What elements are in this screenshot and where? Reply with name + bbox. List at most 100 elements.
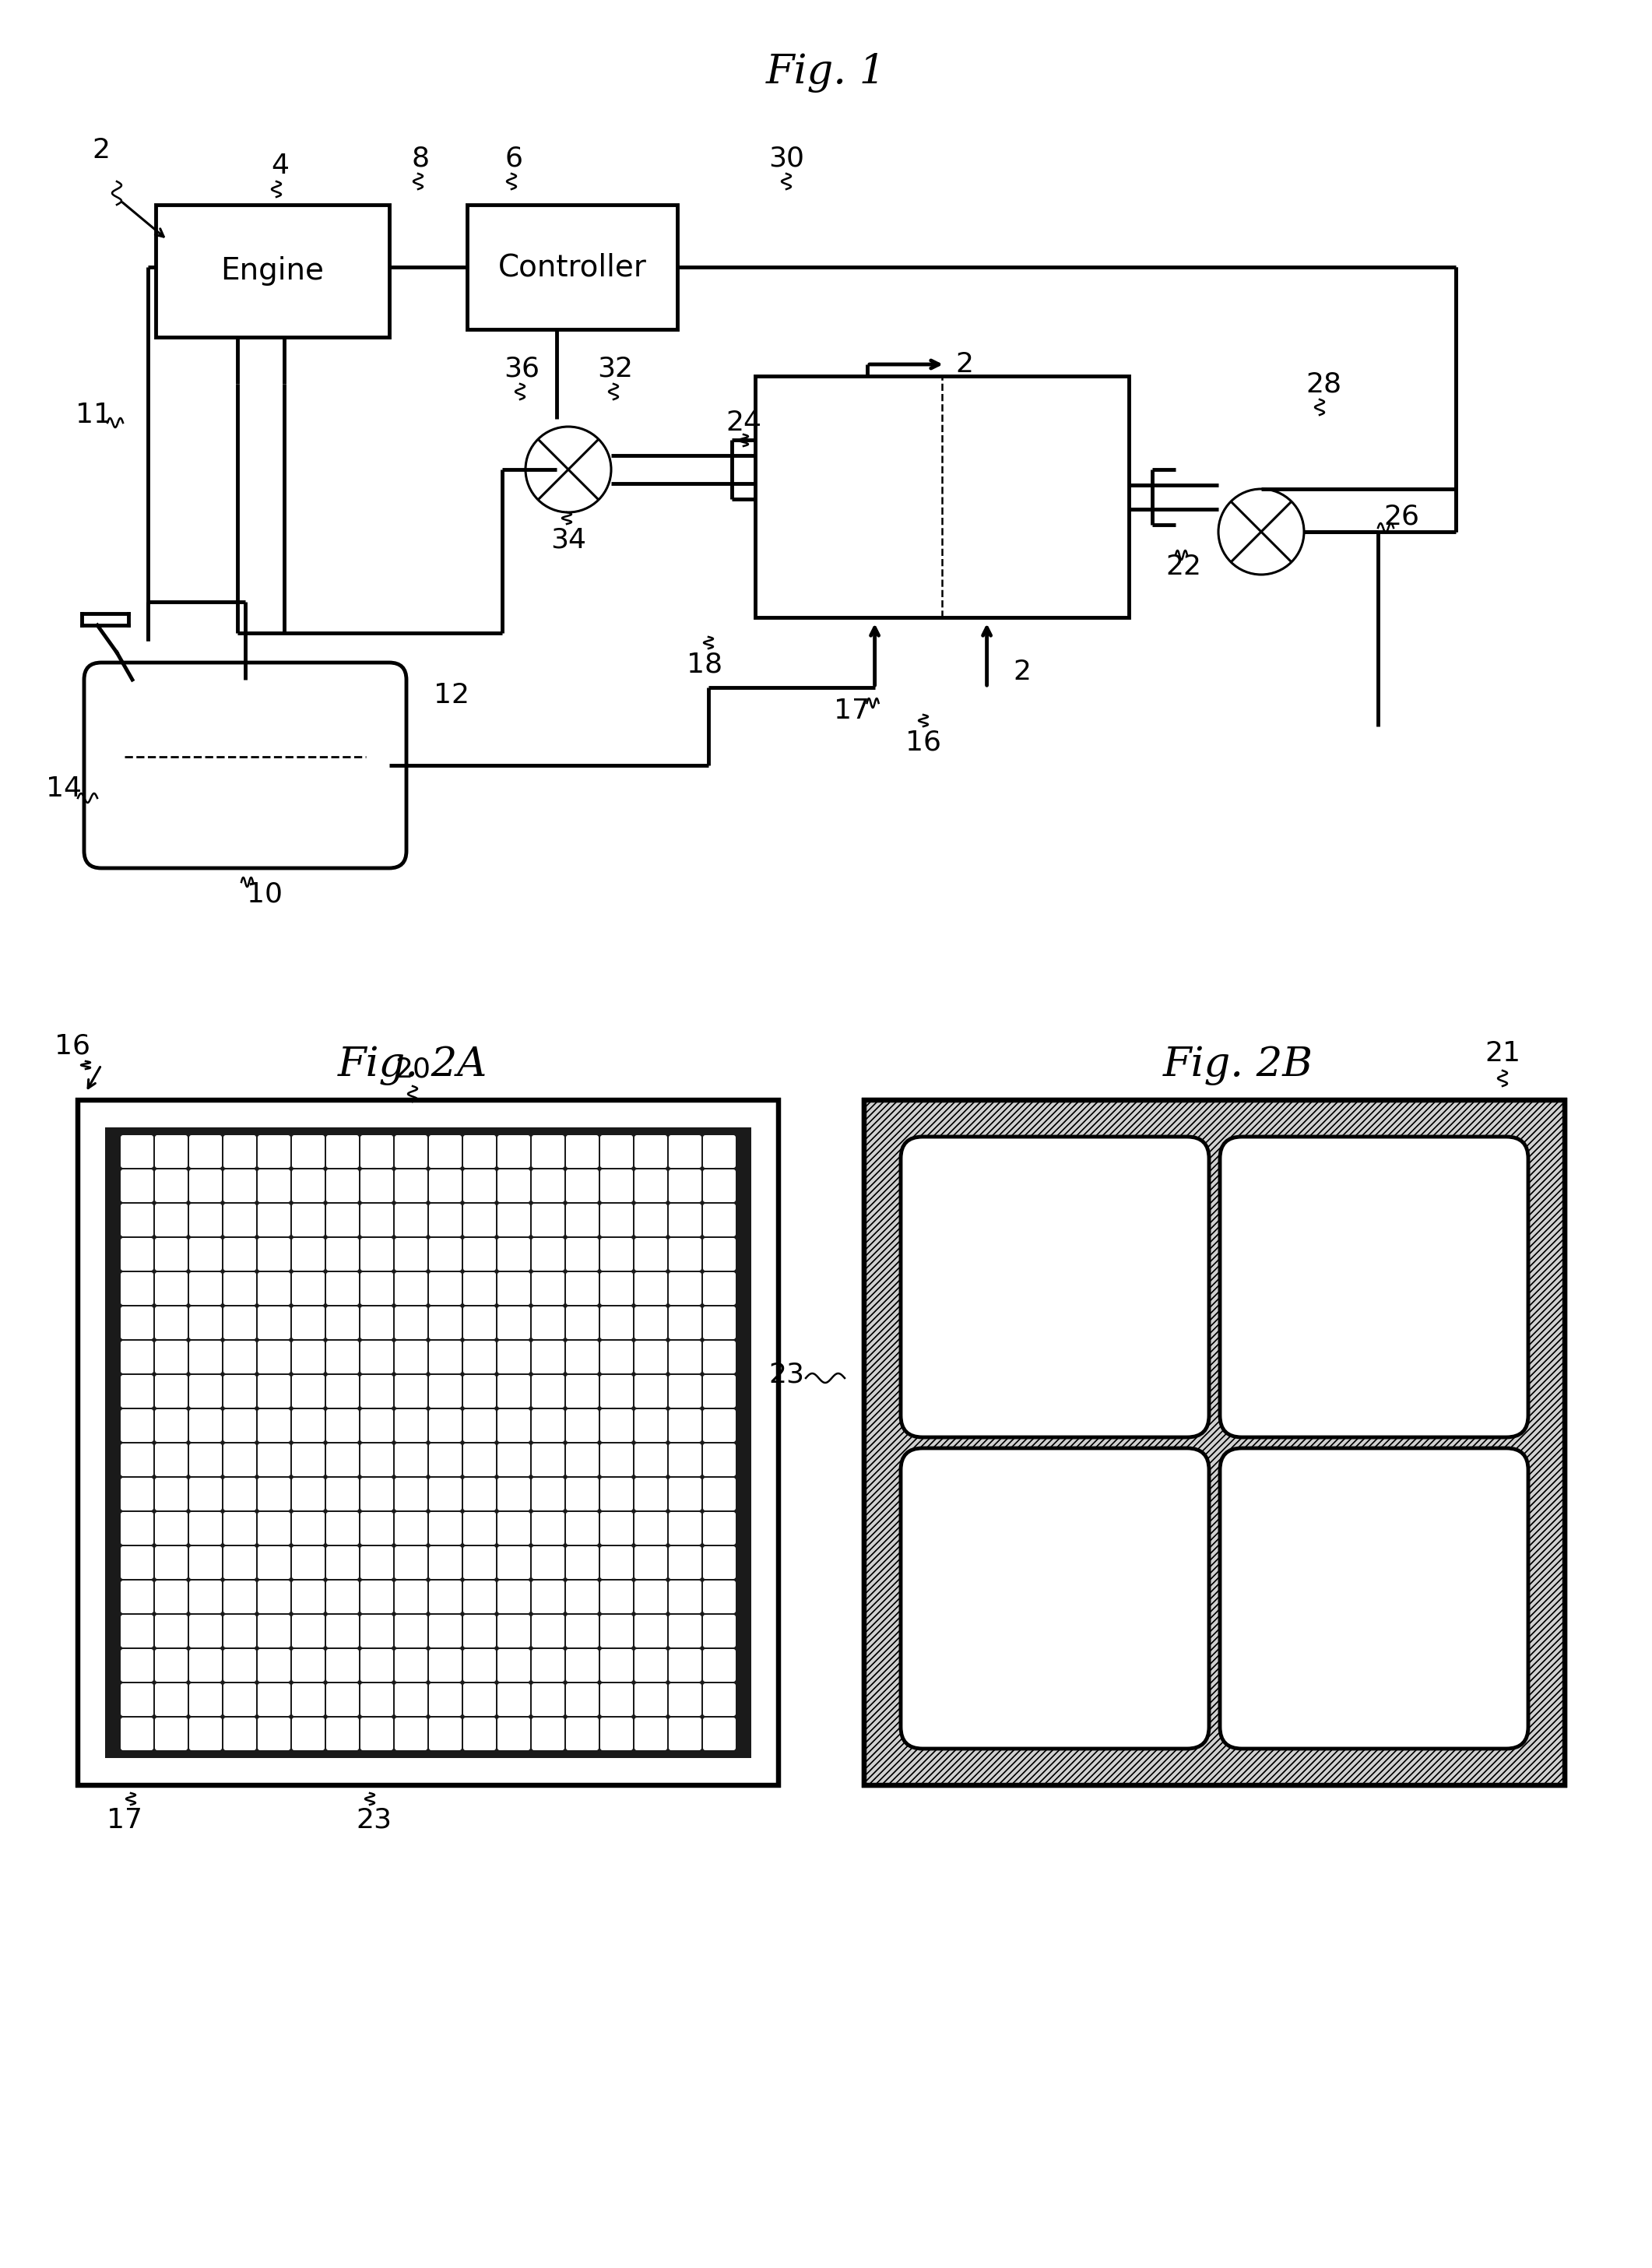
FancyBboxPatch shape bbox=[190, 1204, 221, 1236]
FancyBboxPatch shape bbox=[567, 1238, 598, 1270]
FancyBboxPatch shape bbox=[395, 1717, 428, 1751]
Text: Fig. 1: Fig. 1 bbox=[767, 52, 885, 93]
Text: 2: 2 bbox=[1013, 658, 1031, 685]
FancyBboxPatch shape bbox=[669, 1340, 702, 1374]
FancyBboxPatch shape bbox=[567, 1374, 598, 1408]
FancyBboxPatch shape bbox=[463, 1238, 496, 1270]
FancyBboxPatch shape bbox=[395, 1513, 428, 1545]
FancyBboxPatch shape bbox=[704, 1272, 735, 1304]
FancyBboxPatch shape bbox=[360, 1238, 393, 1270]
FancyBboxPatch shape bbox=[669, 1683, 702, 1717]
FancyBboxPatch shape bbox=[704, 1547, 735, 1579]
FancyBboxPatch shape bbox=[567, 1170, 598, 1202]
FancyBboxPatch shape bbox=[430, 1547, 461, 1579]
FancyBboxPatch shape bbox=[634, 1374, 667, 1408]
FancyBboxPatch shape bbox=[463, 1513, 496, 1545]
FancyBboxPatch shape bbox=[325, 1615, 358, 1647]
FancyBboxPatch shape bbox=[634, 1136, 667, 1168]
FancyBboxPatch shape bbox=[223, 1581, 256, 1613]
FancyBboxPatch shape bbox=[258, 1717, 291, 1751]
FancyBboxPatch shape bbox=[669, 1408, 702, 1442]
FancyBboxPatch shape bbox=[190, 1238, 221, 1270]
FancyBboxPatch shape bbox=[430, 1170, 461, 1202]
FancyBboxPatch shape bbox=[84, 662, 406, 869]
FancyBboxPatch shape bbox=[223, 1683, 256, 1717]
FancyBboxPatch shape bbox=[395, 1683, 428, 1717]
Text: 6: 6 bbox=[506, 145, 522, 172]
FancyBboxPatch shape bbox=[121, 1136, 154, 1168]
FancyBboxPatch shape bbox=[600, 1374, 633, 1408]
FancyBboxPatch shape bbox=[532, 1479, 565, 1510]
FancyBboxPatch shape bbox=[497, 1136, 530, 1168]
FancyBboxPatch shape bbox=[155, 1238, 188, 1270]
FancyBboxPatch shape bbox=[325, 1581, 358, 1613]
FancyBboxPatch shape bbox=[567, 1442, 598, 1476]
FancyBboxPatch shape bbox=[190, 1408, 221, 1442]
FancyBboxPatch shape bbox=[567, 1272, 598, 1304]
FancyBboxPatch shape bbox=[704, 1683, 735, 1717]
FancyBboxPatch shape bbox=[669, 1581, 702, 1613]
Text: 16: 16 bbox=[905, 728, 942, 755]
FancyBboxPatch shape bbox=[463, 1547, 496, 1579]
Text: 14: 14 bbox=[46, 776, 81, 803]
FancyBboxPatch shape bbox=[258, 1581, 291, 1613]
FancyBboxPatch shape bbox=[292, 1581, 325, 1613]
FancyBboxPatch shape bbox=[258, 1238, 291, 1270]
FancyBboxPatch shape bbox=[223, 1374, 256, 1408]
Text: Fig. 2A: Fig. 2A bbox=[337, 1046, 487, 1084]
FancyBboxPatch shape bbox=[600, 1238, 633, 1270]
FancyBboxPatch shape bbox=[600, 1340, 633, 1374]
FancyBboxPatch shape bbox=[669, 1136, 702, 1168]
FancyBboxPatch shape bbox=[190, 1442, 221, 1476]
FancyBboxPatch shape bbox=[532, 1340, 565, 1374]
FancyBboxPatch shape bbox=[292, 1408, 325, 1442]
FancyBboxPatch shape bbox=[223, 1649, 256, 1683]
FancyBboxPatch shape bbox=[155, 1374, 188, 1408]
FancyBboxPatch shape bbox=[325, 1717, 358, 1751]
FancyBboxPatch shape bbox=[258, 1479, 291, 1510]
FancyBboxPatch shape bbox=[430, 1374, 461, 1408]
FancyBboxPatch shape bbox=[497, 1238, 530, 1270]
FancyBboxPatch shape bbox=[360, 1340, 393, 1374]
FancyBboxPatch shape bbox=[292, 1649, 325, 1683]
FancyBboxPatch shape bbox=[395, 1615, 428, 1647]
FancyBboxPatch shape bbox=[360, 1717, 393, 1751]
FancyBboxPatch shape bbox=[600, 1272, 633, 1304]
FancyBboxPatch shape bbox=[567, 1306, 598, 1338]
FancyBboxPatch shape bbox=[669, 1513, 702, 1545]
FancyBboxPatch shape bbox=[430, 1649, 461, 1683]
FancyBboxPatch shape bbox=[430, 1408, 461, 1442]
FancyBboxPatch shape bbox=[155, 1479, 188, 1510]
FancyBboxPatch shape bbox=[258, 1204, 291, 1236]
FancyBboxPatch shape bbox=[395, 1547, 428, 1579]
FancyBboxPatch shape bbox=[121, 1272, 154, 1304]
FancyBboxPatch shape bbox=[258, 1136, 291, 1168]
FancyBboxPatch shape bbox=[155, 1581, 188, 1613]
FancyBboxPatch shape bbox=[634, 1581, 667, 1613]
FancyBboxPatch shape bbox=[430, 1717, 461, 1751]
Bar bbox=[864, 1100, 1564, 1785]
FancyBboxPatch shape bbox=[190, 1272, 221, 1304]
FancyBboxPatch shape bbox=[292, 1513, 325, 1545]
FancyBboxPatch shape bbox=[567, 1136, 598, 1168]
Bar bbox=[155, 204, 390, 338]
FancyBboxPatch shape bbox=[395, 1204, 428, 1236]
FancyBboxPatch shape bbox=[634, 1649, 667, 1683]
FancyBboxPatch shape bbox=[121, 1238, 154, 1270]
FancyBboxPatch shape bbox=[532, 1442, 565, 1476]
FancyBboxPatch shape bbox=[292, 1204, 325, 1236]
FancyBboxPatch shape bbox=[258, 1170, 291, 1202]
FancyBboxPatch shape bbox=[223, 1547, 256, 1579]
FancyBboxPatch shape bbox=[567, 1547, 598, 1579]
FancyBboxPatch shape bbox=[704, 1513, 735, 1545]
FancyBboxPatch shape bbox=[155, 1717, 188, 1751]
FancyBboxPatch shape bbox=[155, 1272, 188, 1304]
FancyBboxPatch shape bbox=[669, 1306, 702, 1338]
FancyBboxPatch shape bbox=[430, 1306, 461, 1338]
FancyBboxPatch shape bbox=[121, 1479, 154, 1510]
FancyBboxPatch shape bbox=[395, 1170, 428, 1202]
FancyBboxPatch shape bbox=[325, 1547, 358, 1579]
FancyBboxPatch shape bbox=[190, 1717, 221, 1751]
FancyBboxPatch shape bbox=[532, 1615, 565, 1647]
FancyBboxPatch shape bbox=[463, 1306, 496, 1338]
